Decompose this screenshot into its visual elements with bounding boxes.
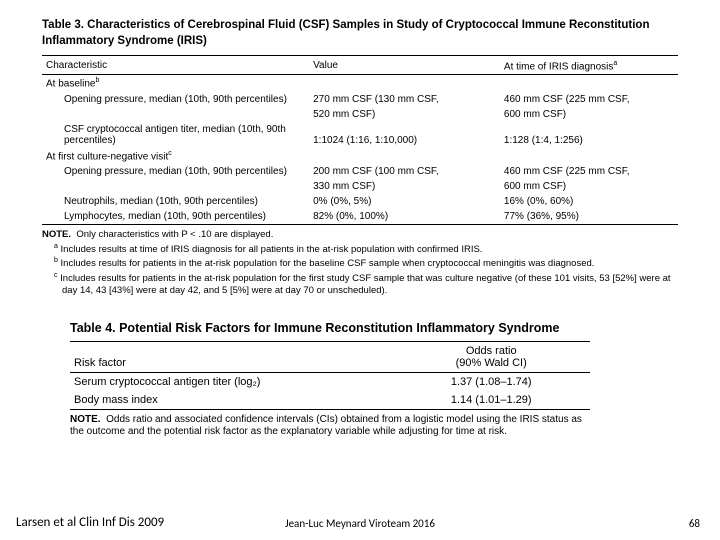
table3: Characteristic Value At time of IRIS dia… (42, 58, 678, 225)
table3-section-label: At first culture-negative visitc (42, 148, 678, 164)
table-row: Neutrophils, median (10th, 90th percenti… (42, 194, 678, 209)
footnote: c Includes results for patients in the a… (54, 271, 678, 298)
table3-footnotes: a Includes results at time of IRIS diagn… (42, 242, 678, 298)
table4-header-row: Risk factor Odds ratio(90% Wald CI) (70, 341, 590, 372)
table-row: Lymphocytes, median (10th, 90th percenti… (42, 209, 678, 225)
table3-bottom-rule (42, 225, 678, 226)
table3-header-iris: At time of IRIS diagnosisa (500, 58, 678, 75)
footer-center: Jean-Luc Meynard Viroteam 2016 (0, 517, 720, 530)
table3-title: Table 3. Characteristics of Cerebrospina… (42, 18, 678, 49)
table3-header-value: Value (309, 58, 500, 75)
table4-note: NOTE. Odds ratio and associated confiden… (70, 414, 590, 439)
footnote: a Includes results at time of IRIS diagn… (54, 242, 678, 257)
table3-section-label: At baselineb (42, 75, 678, 92)
table4-block: Table 4. Potential Risk Factors for Immu… (70, 320, 590, 439)
table3-top-rule (42, 55, 678, 56)
footnote: b Includes results for patients in the a… (54, 256, 678, 271)
table-row: Body mass index 1.14 (1.01–1.29) (70, 391, 590, 410)
table-row: Opening pressure, median (10th, 90th per… (42, 92, 678, 107)
table-row: Opening pressure, median (10th, 90th per… (42, 164, 678, 179)
table3-note: NOTE. Only characteristics with P < .10 … (42, 229, 678, 242)
slide-page: Table 3. Characteristics of Cerebrospina… (0, 0, 720, 540)
page-number: 68 (689, 517, 700, 530)
table3-header-characteristic: Characteristic (42, 58, 309, 75)
table4-title: Table 4. Potential Risk Factors for Immu… (70, 320, 590, 336)
table4-header-or: Odds ratio(90% Wald CI) (392, 341, 590, 372)
table4: Risk factor Odds ratio(90% Wald CI) Seru… (70, 341, 590, 410)
table-row: CSF cryptococcal antigen titer, median (… (42, 122, 678, 148)
table3-header-row: Characteristic Value At time of IRIS dia… (42, 58, 678, 75)
table4-header-factor: Risk factor (70, 341, 392, 372)
table-row: Serum cryptococcal antigen titer (log₂) … (70, 372, 590, 391)
